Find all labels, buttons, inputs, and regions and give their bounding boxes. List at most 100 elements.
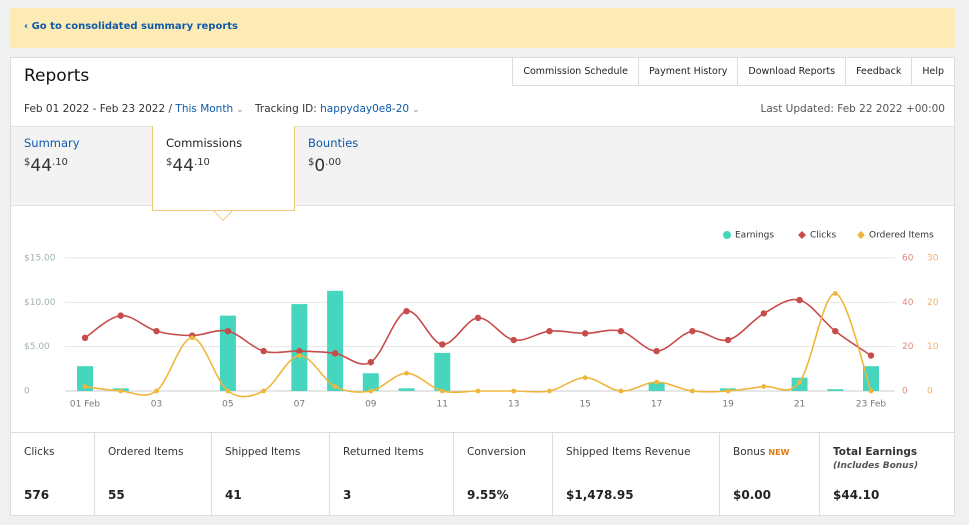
point — [82, 384, 88, 389]
tab-amount: $0.00 — [308, 156, 358, 176]
button[interactable]: Commission Schedule — [513, 58, 639, 85]
currency: $ — [308, 157, 315, 168]
point — [653, 347, 660, 355]
tracking-dropdown[interactable]: happyday0e8-20 — [320, 103, 410, 115]
whole: 44 — [172, 156, 195, 176]
totals-label: Shipped Items Revenue — [566, 446, 691, 458]
chevron: ⌄ — [412, 105, 420, 115]
bar — [327, 290, 344, 391]
x-tick-label: 17 — [651, 400, 662, 410]
point — [154, 388, 159, 394]
chevron: ⌄ — [236, 105, 244, 115]
bar — [291, 304, 308, 391]
bar — [827, 389, 844, 391]
tab[interactable]: Bounties $0.00 — [308, 136, 358, 176]
point — [404, 370, 409, 376]
legend-label: Ordered Items — [869, 231, 934, 241]
x-tick-label: 03 — [151, 400, 162, 410]
button[interactable]: Download Reports — [738, 58, 847, 85]
y-tick-label: 0 — [902, 387, 908, 397]
totals-cell: Ordered Items 55 — [95, 433, 212, 515]
button[interactable]: Help — [922, 66, 944, 77]
x-tick-label: 13 — [508, 400, 519, 410]
label-text: Bonus — [733, 446, 766, 458]
bar — [434, 352, 451, 391]
filters: Feb 01 2022 - Feb 23 2022 / This Month ⌄ … — [24, 103, 428, 115]
bar — [398, 388, 415, 391]
totals-value: 41 — [225, 488, 242, 502]
whole: 44 — [30, 156, 53, 176]
fraction: .10 — [52, 157, 68, 168]
point — [474, 314, 482, 322]
point — [475, 388, 481, 394]
y-tick-label: $5.00 — [24, 342, 50, 352]
tab[interactable]: Commissions $44.10 — [166, 136, 242, 176]
last-updated: Last Updated: Feb 22 2022 +00:00 — [760, 103, 945, 115]
point — [832, 291, 838, 296]
tab-name: Summary — [24, 136, 80, 150]
tab[interactable]: Summary $44.10 — [24, 136, 80, 176]
point — [403, 308, 410, 315]
totals-value: 9.55% — [467, 488, 509, 502]
point — [296, 353, 302, 358]
point — [689, 388, 695, 394]
active-tab — [152, 126, 295, 211]
new-badge: NEW — [768, 448, 790, 457]
point — [617, 327, 625, 335]
point — [654, 379, 660, 385]
currency: $ — [166, 157, 173, 168]
point — [189, 335, 195, 341]
totals-value: 3 — [343, 488, 352, 502]
legend-label: Clicks — [810, 231, 836, 241]
x-tick-label: 23 Feb — [856, 400, 887, 410]
page-title: Reports — [24, 66, 90, 86]
point — [867, 352, 875, 359]
totals-cell: Conversion 9.55% — [454, 433, 553, 515]
consolidated-link[interactable]: ‹ Go to consolidated summary reports — [24, 21, 238, 32]
totals-cell: Bonus NEW $0.00 — [720, 433, 820, 515]
point — [725, 388, 731, 394]
button[interactable]: Feedback — [846, 58, 913, 85]
point — [368, 388, 374, 394]
legend-swatch — [857, 231, 865, 239]
y-tick-label: 20 — [902, 342, 914, 352]
point — [582, 375, 588, 381]
tab-name: Commissions — [166, 136, 243, 150]
point — [332, 384, 338, 389]
legend-swatch — [723, 231, 731, 239]
currency: $ — [24, 157, 31, 168]
x-tick-label: 07 — [294, 400, 305, 410]
x-tick-label: 09 — [365, 400, 377, 410]
point — [761, 384, 767, 389]
point — [868, 388, 874, 394]
button[interactable]: Payment History — [639, 58, 739, 85]
y-tick-label: 10 — [927, 342, 939, 352]
y-tick-label: 30 — [927, 254, 939, 264]
point — [796, 296, 803, 304]
totals-label: Bonus NEW — [733, 446, 819, 458]
line — [84, 298, 872, 365]
fraction: .00 — [325, 157, 342, 168]
point — [296, 347, 303, 355]
legend-swatch — [798, 231, 806, 239]
totals-note: (Includes Bonus) — [833, 461, 919, 471]
totals-value: 55 — [108, 488, 125, 502]
bar — [648, 382, 665, 391]
line — [84, 292, 872, 398]
point — [224, 327, 232, 335]
tab-amount: $44.10 — [166, 156, 242, 176]
point — [618, 388, 624, 394]
tracking-label: Tracking ID: — [255, 103, 317, 115]
tab-amount: $44.10 — [24, 156, 80, 176]
banner: ‹ Go to consolidated summary reports — [10, 8, 955, 48]
totals-value: $0.00 — [733, 488, 771, 502]
y-tick-label: 40 — [902, 298, 914, 308]
totals-cell: Total Earnings (Includes Bonus) $44.10 — [820, 433, 954, 515]
totals-cell: Returned Items 3 — [330, 433, 454, 515]
bar — [362, 373, 379, 391]
period-dropdown[interactable]: This Month — [175, 103, 234, 115]
y-tick-label: 20 — [927, 298, 939, 308]
button-bar: Commission Schedule Payment History Down… — [512, 58, 954, 86]
x-tick-label: 11 — [437, 400, 448, 410]
totals-value: 576 — [24, 488, 50, 502]
